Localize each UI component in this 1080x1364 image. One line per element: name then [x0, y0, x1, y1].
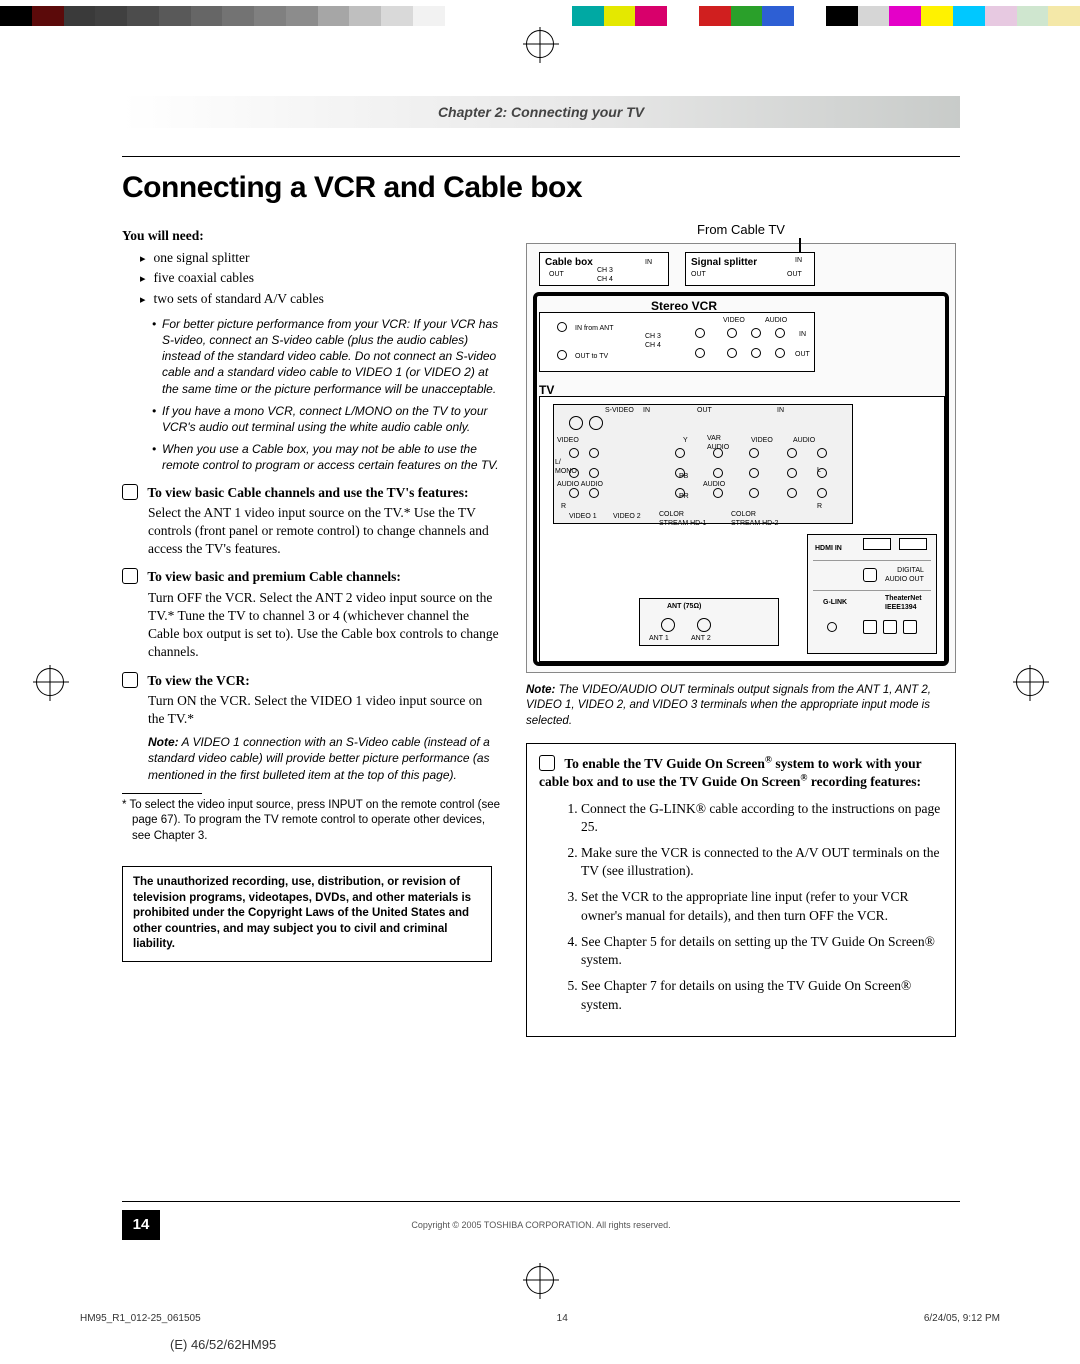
diagram-label: VIDEO 1 [569, 512, 597, 521]
note-label: Note: [148, 735, 179, 749]
list-item: If you have a mono VCR, connect L/MONO o… [152, 403, 502, 435]
list-item: See Chapter 7 for details on using the T… [581, 977, 943, 1013]
needs-list: one signal splitter five coaxial cables … [140, 249, 502, 308]
registration-mark-icon [1016, 668, 1044, 696]
diagram-label: IN [777, 406, 784, 415]
trail-timestamp: 6/24/05, 9:12 PM [924, 1313, 1000, 1324]
trail-filename: HM95_R1_012-25_061505 [80, 1313, 201, 1324]
diagram-label: R [561, 502, 566, 511]
section-view-vcr: To view the VCR: Turn ON the VCR. Select… [122, 672, 502, 783]
diagram-label: OUT [795, 350, 810, 359]
list-item: See Chapter 5 for details on setting up … [581, 933, 943, 969]
list-item: one signal splitter [140, 249, 502, 267]
footer-trail: HM95_R1_012-25_061505 14 6/24/05, 9:12 P… [80, 1313, 1000, 1324]
checkbox-icon [122, 484, 138, 500]
diagram-label: IN from ANT [575, 324, 614, 333]
color-calibration-bar [0, 6, 1080, 26]
note-text: The VIDEO/AUDIO OUT terminals output sig… [526, 684, 931, 727]
diagram-label: TheaterNet IEEE1394 [885, 594, 922, 613]
note-text: A VIDEO 1 connection with an S-Video cab… [148, 735, 490, 781]
diagram-label: HDMI IN [815, 544, 842, 553]
list-item: two sets of standard A/V cables [140, 290, 502, 308]
section-heading: To view basic Cable channels and use the… [147, 485, 468, 500]
diagram-label: R [817, 502, 822, 511]
diagram-label: Cable box [545, 256, 593, 270]
section-note: Note: A VIDEO 1 connection with an S-Vid… [148, 734, 502, 783]
page-title: Connecting a VCR and Cable box [122, 171, 960, 205]
section-view-premium-cable: To view basic and premium Cable channels… [122, 568, 502, 661]
diagram-label: IN [643, 406, 650, 415]
sub-notes-list: For better picture performance from your… [152, 316, 502, 474]
list-item: five coaxial cables [140, 269, 502, 287]
diagram-label: IN [645, 258, 652, 267]
you-will-need-heading: You will need: [122, 227, 502, 245]
section-heading: To view the VCR: [147, 673, 249, 688]
diagram-label: OUT [787, 270, 802, 279]
list-item: Set the VCR to the appropriate line inpu… [581, 888, 943, 924]
left-column: You will need: one signal splitter five … [122, 221, 502, 1037]
steps-list: Connect the G-LINK® cable according to t… [581, 800, 943, 1014]
diagram-label: VIDEO [557, 436, 579, 445]
section-body: Turn OFF the VCR. Select the ANT 2 video… [148, 589, 502, 662]
diagram-label: COLOR STREAM HD-1 [659, 510, 706, 529]
tv-guide-instructions-box: To enable the TV Guide On Screen® system… [526, 743, 956, 1037]
diagram-note: Note: The VIDEO/AUDIO OUT terminals outp… [526, 683, 956, 730]
footnote-text: * To select the video input source, pres… [132, 798, 502, 845]
diagram-label: ANT 1 [649, 634, 669, 643]
diagram-label: Signal splitter [691, 256, 757, 270]
diagram-label: S-VIDEO [605, 406, 634, 415]
right-column: From Cable TV Cable box OUT IN CH 3 CH 4… [526, 221, 956, 1037]
checkbox-icon [122, 672, 138, 688]
diagram-label: AUDIO [765, 316, 787, 325]
connection-diagram: Cable box OUT IN CH 3 CH 4 Signal splitt… [526, 243, 956, 673]
diagram-label: VIDEO [751, 436, 773, 445]
list-item: For better picture performance from your… [152, 316, 502, 397]
chapter-header: Chapter 2: Connecting your TV [122, 96, 960, 128]
registration-mark-icon [526, 30, 554, 58]
checkbox-icon [539, 755, 555, 771]
footnote-divider [122, 793, 202, 794]
divider [122, 156, 960, 157]
diagram-label: Y [683, 436, 688, 445]
diagram-label: COLOR STREAM HD-2 [731, 510, 778, 529]
diagram-label: CH 3 CH 4 [645, 332, 661, 351]
diagram-label: CH 3 CH 4 [597, 266, 613, 285]
heading-text: To enable the TV Guide On Screen [564, 756, 765, 771]
list-item: Make sure the VCR is connected to the A/… [581, 844, 943, 880]
checkbox-icon [122, 568, 138, 584]
bottom-divider [122, 1201, 960, 1202]
list-item: When you use a Cable box, you may not be… [152, 441, 502, 473]
diagram-label: OUT [549, 270, 564, 279]
diagram-label: IN [799, 330, 806, 339]
note-label: Note: [526, 684, 555, 696]
diagram-label: AUDIO [793, 436, 815, 445]
diagram-label: DIGITAL AUDIO OUT [885, 566, 924, 585]
section-heading: To view basic and premium Cable channels… [147, 569, 401, 584]
rbox-heading: To enable the TV Guide On Screen® system… [539, 754, 943, 791]
diagram-label: ANT (75Ω) [667, 602, 701, 611]
diagram-label: OUT [697, 406, 712, 415]
diagram-label: OUT [691, 270, 706, 279]
list-item: Connect the G-LINK® cable according to t… [581, 800, 943, 836]
diagram-label: VIDEO [723, 316, 745, 325]
diagram-label: VIDEO 2 [613, 512, 641, 521]
model-code: (E) 46/52/62HM95 [170, 1337, 276, 1352]
page-content: Chapter 2: Connecting your TV Connecting… [122, 96, 960, 1236]
diagram-label: G-LINK [823, 598, 847, 607]
registration-mark-icon [526, 1266, 554, 1294]
copyright-text: Copyright © 2005 TOSHIBA CORPORATION. Al… [122, 1220, 960, 1230]
trail-page: 14 [557, 1313, 568, 1324]
from-cable-label: From Cable TV [526, 221, 956, 239]
section-body: Turn ON the VCR. Select the VIDEO 1 vide… [148, 692, 502, 728]
diagram-label: ANT 2 [691, 634, 711, 643]
registration-mark-icon [36, 668, 64, 696]
heading-text: recording features: [807, 774, 920, 789]
copyright-warning-box: The unauthorized recording, use, distrib… [122, 866, 492, 962]
section-body: Select the ANT 1 video input source on t… [148, 504, 502, 559]
diagram-label: IN [795, 256, 802, 265]
diagram-label: OUT to TV [575, 352, 608, 361]
diagram-label: AUDIO [703, 480, 725, 489]
section-view-basic-cable: To view basic Cable channels and use the… [122, 484, 502, 559]
